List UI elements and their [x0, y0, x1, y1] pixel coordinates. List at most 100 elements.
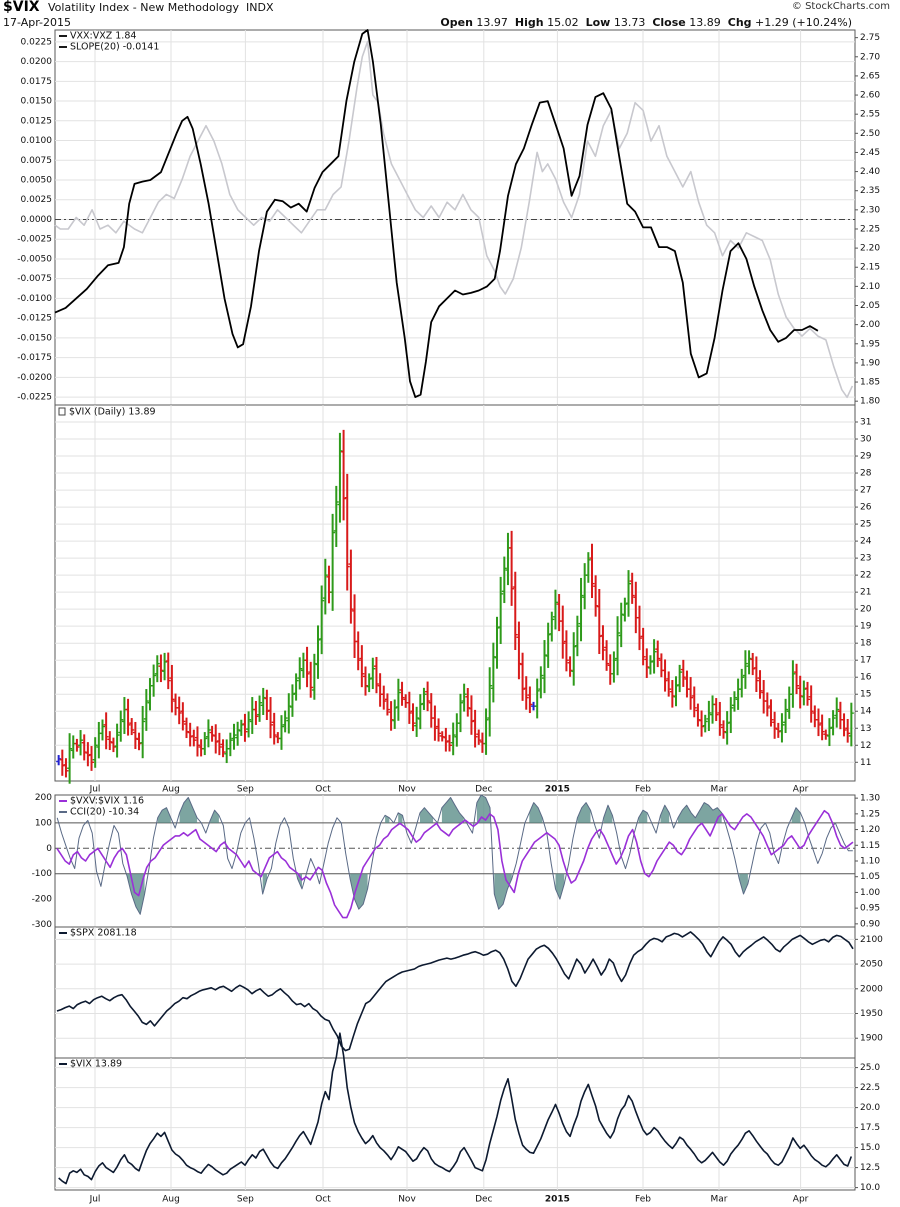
ohlc-bar — [790, 660, 796, 708]
ohlc-bar — [523, 676, 529, 710]
cci-excursion-fill — [739, 873, 748, 894]
ohlc-bar — [611, 651, 617, 683]
ohlc-bar — [805, 681, 811, 706]
ohlc-bar — [414, 706, 420, 737]
panel1-left-tick: 0.0225 — [21, 37, 53, 47]
ohlc-bar — [231, 723, 237, 750]
panel1-left-tick: 0.0175 — [21, 77, 53, 87]
ohlc-bar — [563, 630, 569, 672]
panel3-right-tick: 1.15 — [860, 841, 880, 851]
ohlc-bar — [600, 625, 606, 661]
ohlc-bar — [815, 708, 821, 737]
ohlc-bar — [662, 659, 668, 692]
ohlc-bar — [363, 666, 369, 696]
panel1-frame — [54, 29, 856, 406]
cci-excursion-fill — [476, 795, 490, 823]
ohlc-bar — [779, 713, 785, 743]
panel5-y-tick: 20.0 — [860, 1103, 880, 1113]
ohlc-bar — [742, 650, 748, 689]
cci-excursion-fill — [577, 802, 591, 823]
panel5-frame — [54, 1057, 856, 1191]
panel1-right-tick: 2.35 — [860, 186, 880, 196]
panel1-left-tick: -0.0075 — [17, 274, 52, 284]
cci-excursion-fill — [350, 873, 368, 910]
ohlc-bar — [337, 432, 343, 523]
ohlc-bar — [436, 718, 442, 742]
panel2-x-tick: Apr — [793, 785, 809, 795]
ohlc-bar — [220, 739, 226, 758]
ohlc-bar — [114, 723, 120, 758]
ohlc-bar — [845, 718, 851, 743]
slope-line — [54, 29, 819, 399]
ohlc-bar — [527, 686, 533, 714]
panel3-right-tick: 1.20 — [860, 825, 880, 835]
ohlc-bar — [388, 701, 394, 731]
ohlc-bar — [713, 698, 719, 722]
panel1-left-tick: -0.0150 — [17, 333, 52, 343]
ohlc-bar — [319, 585, 325, 655]
panel3-left-tick: 200 — [35, 793, 52, 803]
panel5-x-tick: Aug — [162, 1195, 180, 1205]
panel2-y-tick: 18 — [860, 639, 872, 649]
ohlc-bar — [545, 622, 551, 668]
ohlc-bar — [209, 725, 215, 742]
ratio-line-vxx-vxz — [54, 40, 854, 399]
panel1-left-tick: 0.0025 — [21, 195, 53, 205]
panel5-y-tick: 10.0 — [860, 1183, 880, 1193]
ohlc-bar — [457, 693, 463, 733]
panel5-x-tick: Dec — [475, 1195, 492, 1205]
panel2-y-tick: 16 — [860, 673, 872, 683]
cci-excursion-fill — [398, 812, 403, 823]
panel1-left-tick: -0.0050 — [17, 254, 52, 264]
brand-watermark[interactable]: © StockCharts.com — [791, 1, 890, 12]
panel1-right-tick: 2.20 — [860, 244, 880, 254]
ohlc-bar — [344, 473, 350, 591]
ohlc-bar — [341, 429, 347, 521]
ohlc-bar — [330, 513, 336, 611]
panel2-y-tick: 27 — [860, 486, 871, 496]
ohlc-bar — [132, 721, 138, 750]
ohlc-bar — [673, 676, 679, 707]
cci-excursion-fill — [529, 802, 543, 823]
ohlc-bar — [731, 691, 737, 712]
ohlc-bar — [89, 746, 95, 771]
panel2-y-tick: 11 — [860, 758, 871, 768]
panel1-right-tick: 2.60 — [860, 91, 880, 101]
panel5-x-tick: Nov — [398, 1195, 416, 1205]
cci-excursion-fill — [638, 810, 648, 823]
ohlc-bar — [501, 556, 507, 604]
panel2-legend-swatch — [58, 407, 66, 416]
ohlc-bar — [615, 616, 621, 676]
ohlc-bar — [823, 729, 829, 740]
panel2-y-tick: 28 — [860, 469, 872, 479]
panel2-x-tick: Mar — [711, 785, 728, 795]
panel3-legend-label: $VXV:$VIX 1.16 — [70, 796, 144, 807]
panel1-legend-label: VXX:VXZ 1.84 — [70, 31, 136, 42]
ohlc-bar — [618, 602, 624, 648]
vix-close-line — [58, 1032, 853, 1185]
ohlc-bar — [85, 742, 91, 767]
ohlc-bar — [567, 656, 573, 677]
ohlc-bar — [370, 657, 376, 690]
ohlc-bar — [392, 699, 398, 729]
ohlc-bar — [406, 691, 412, 724]
ohlc-bar — [783, 698, 789, 734]
ohlc-bar — [191, 729, 197, 747]
panel1-right-tick: 2.00 — [860, 320, 880, 330]
ohlc-bar — [432, 705, 438, 741]
ohlc-bar — [476, 729, 482, 745]
ohlc-bar — [140, 705, 146, 759]
ohlc-bar — [636, 605, 642, 651]
panel5-y-tick: 22.5 — [860, 1083, 880, 1093]
panel4-y-tick: 2000 — [860, 984, 883, 994]
ohlc-bar — [808, 685, 814, 723]
ohlc-bar — [125, 698, 131, 736]
panel3-right-tick: 1.25 — [860, 809, 880, 819]
ohlc-bar — [560, 605, 566, 659]
ohlc-bar — [680, 659, 686, 687]
ohlc-bar — [315, 625, 321, 679]
panel3-right-tick: 1.10 — [860, 857, 880, 867]
panel1-right-tick: 2.30 — [860, 205, 880, 215]
ohlc-bar — [103, 712, 109, 750]
ohlc-bar — [180, 702, 186, 731]
